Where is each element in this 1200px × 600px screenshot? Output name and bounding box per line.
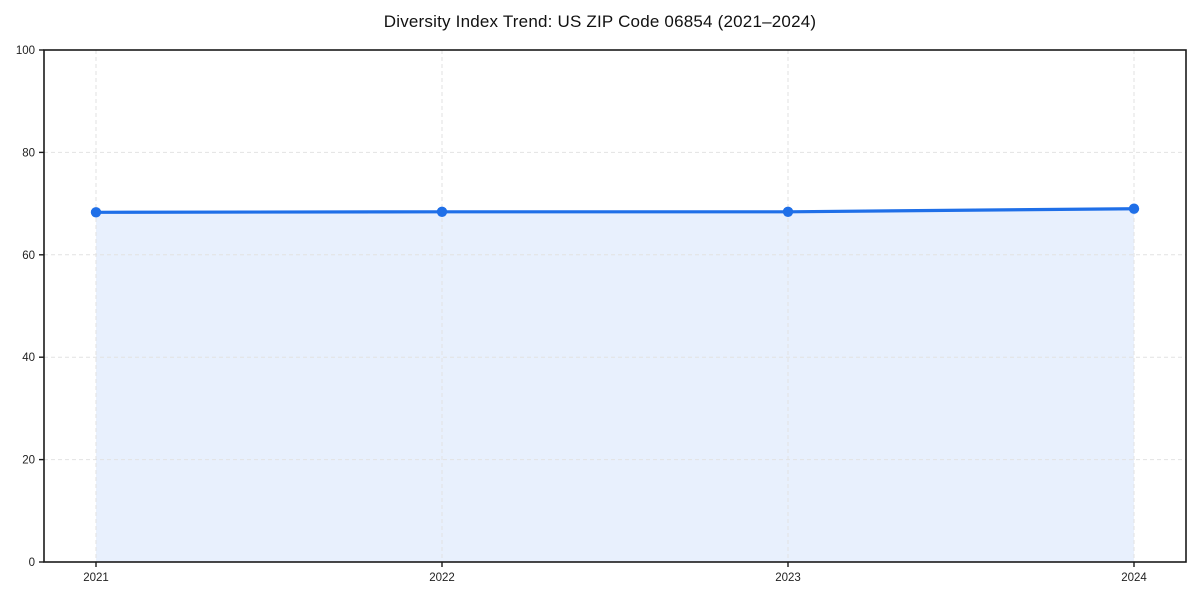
trend-line	[94, 207, 1136, 214]
x-tick-label: 2023	[775, 572, 801, 584]
y-tick-label: 40	[22, 352, 35, 364]
y-tick-label: 20	[22, 455, 35, 467]
data-point-2023	[782, 206, 794, 217]
y-tick-label: 0	[29, 557, 35, 569]
data-point-2024	[1128, 203, 1140, 214]
area-fill	[96, 208, 1134, 562]
x-tick-label: 2024	[1121, 572, 1147, 584]
chart-title: Diversity Index Trend: US ZIP Code 06854…	[383, 12, 817, 31]
y-tick-label: 80	[22, 147, 35, 159]
y-tick-label: 100	[16, 45, 35, 57]
plot-frame	[43, 49, 1187, 563]
x-tick-label: 2021	[83, 572, 109, 584]
data-point-2021	[90, 207, 102, 218]
x-tick-label: 2022	[429, 572, 455, 584]
y-tick-label: 60	[22, 250, 35, 262]
data-point-2022	[436, 206, 448, 217]
